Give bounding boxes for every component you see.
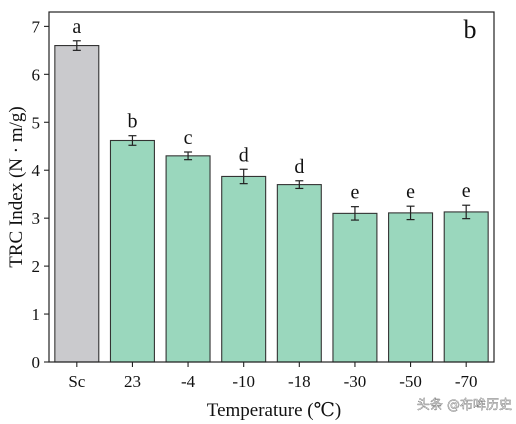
x-tick-label-1: Sc bbox=[68, 372, 85, 391]
bar-5 bbox=[276, 184, 322, 363]
significance-letter-3: c bbox=[184, 127, 193, 149]
x-tick-label-8: -70 bbox=[455, 372, 478, 391]
y-tick-label-2: 2 bbox=[32, 257, 41, 276]
significance-letter-6: e bbox=[350, 182, 359, 204]
significance-letter-4: d bbox=[239, 144, 249, 166]
y-axis-label: TRC Index (N · m/g) bbox=[6, 106, 27, 267]
x-tick-label-4: -10 bbox=[232, 372, 255, 391]
x-axis-label: Temperature (℃) bbox=[207, 400, 341, 421]
y-tick-label-5: 5 bbox=[32, 113, 41, 132]
significance-letter-1: a bbox=[72, 16, 81, 38]
x-tick-label-7: -50 bbox=[399, 372, 422, 391]
bar-4 bbox=[221, 175, 267, 363]
significance-letter-2: b bbox=[127, 111, 137, 133]
bars-group bbox=[54, 45, 489, 363]
bar-7 bbox=[388, 212, 434, 363]
bar-2 bbox=[109, 139, 155, 363]
y-tick-label-1: 1 bbox=[32, 305, 41, 324]
y-tick-label-4: 4 bbox=[32, 161, 41, 180]
x-tick-label-2: 23 bbox=[124, 372, 141, 391]
plot-frame bbox=[48, 11, 495, 363]
y-tick-label-0: 0 bbox=[32, 353, 41, 372]
y-axis: 0 1 2 3 4 5 6 7 bbox=[32, 17, 49, 372]
significance-letter-7: e bbox=[406, 181, 415, 203]
bar-6 bbox=[332, 212, 378, 363]
y-tick-label-6: 6 bbox=[32, 65, 41, 84]
bar-3 bbox=[165, 155, 211, 363]
significance-letter-8: e bbox=[462, 180, 471, 202]
watermark-text: 头条 @布哞历史 bbox=[417, 397, 512, 413]
error-bars-group bbox=[72, 40, 471, 221]
y-tick-label-7: 7 bbox=[32, 17, 41, 36]
x-axis: Sc 23 -4 -10 -18 -30 -50 -70 bbox=[68, 362, 478, 391]
y-tick-label-3: 3 bbox=[32, 209, 41, 228]
x-tick-label-3: -4 bbox=[181, 372, 196, 391]
bar-1 bbox=[54, 45, 100, 363]
significance-letters-group: a b c d d e e e bbox=[72, 16, 470, 204]
significance-letter-5: d bbox=[294, 156, 304, 178]
panel-label: b bbox=[464, 15, 477, 44]
bar-8 bbox=[443, 211, 489, 363]
x-tick-label-5: -18 bbox=[288, 372, 311, 391]
x-tick-label-6: -30 bbox=[344, 372, 367, 391]
